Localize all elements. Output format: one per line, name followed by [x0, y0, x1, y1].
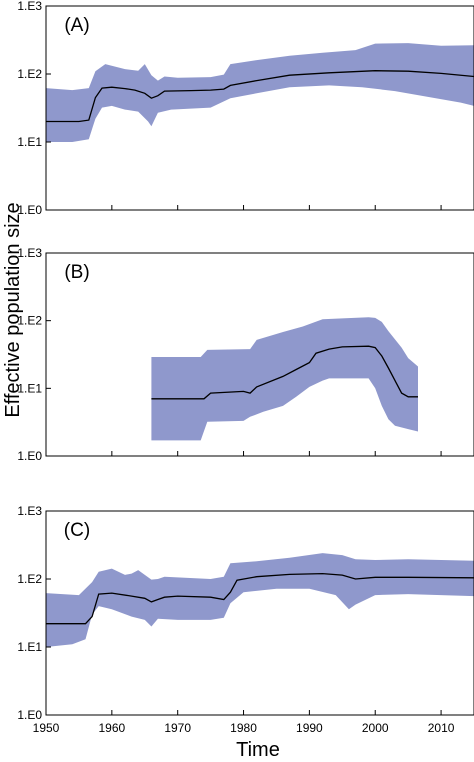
- y-tick-label: 1.E0: [17, 449, 42, 463]
- y-tick-label: 1.E1: [17, 135, 42, 149]
- y-tick-label: 1.E0: [17, 203, 42, 217]
- plot-frame: [45, 5, 474, 211]
- x-tick-label: 1990: [296, 721, 323, 735]
- panel-label: (A): [64, 15, 89, 36]
- x-tick-label: 1950: [33, 721, 60, 735]
- y-axis-title: Effective population size: [2, 202, 24, 417]
- panel-3: 1.E0 1.E1 1.E2 1.E3 1950 1960 1970 1980 1990 2000…: [17, 504, 474, 735]
- y-tick-label: 1.E2: [17, 67, 42, 81]
- x-tick-label: 2010: [428, 721, 455, 735]
- y-tick-label: 1.E2: [17, 314, 42, 328]
- x-tick-label: 1980: [230, 721, 257, 735]
- x-axis-title: Time: [236, 739, 280, 761]
- median-line: [46, 572, 474, 625]
- y-tick-label: 1.E0: [17, 708, 42, 722]
- panel-1: 1.E0 1.E1 1.E2 1.E3 (A): [17, 0, 474, 217]
- panel-2: 1.E0 1.E1 1.E2 1.E3 (B): [17, 246, 474, 463]
- hpd-band: [46, 43, 474, 142]
- y-tick-label: 1.E3: [17, 504, 42, 518]
- plot-frame: [45, 252, 474, 457]
- plot-frame: [45, 510, 474, 716]
- panel-label: (C): [64, 520, 90, 541]
- median-line: [46, 70, 474, 123]
- y-tick-label: 1.E2: [17, 572, 42, 586]
- hpd-band: [151, 317, 418, 441]
- x-tick-label: 1960: [98, 721, 125, 735]
- median-line: [151, 345, 418, 400]
- x-tick-label: 2000: [362, 721, 389, 735]
- x-tick-label: 1970: [164, 721, 191, 735]
- panel-label: (B): [64, 262, 89, 283]
- y-tick-label: 1.E1: [17, 381, 42, 395]
- y-tick-label: 1.E3: [17, 0, 42, 13]
- y-tick-label: 1.E3: [17, 246, 42, 260]
- y-tick-label: 1.E1: [17, 640, 42, 654]
- hpd-band: [46, 553, 474, 647]
